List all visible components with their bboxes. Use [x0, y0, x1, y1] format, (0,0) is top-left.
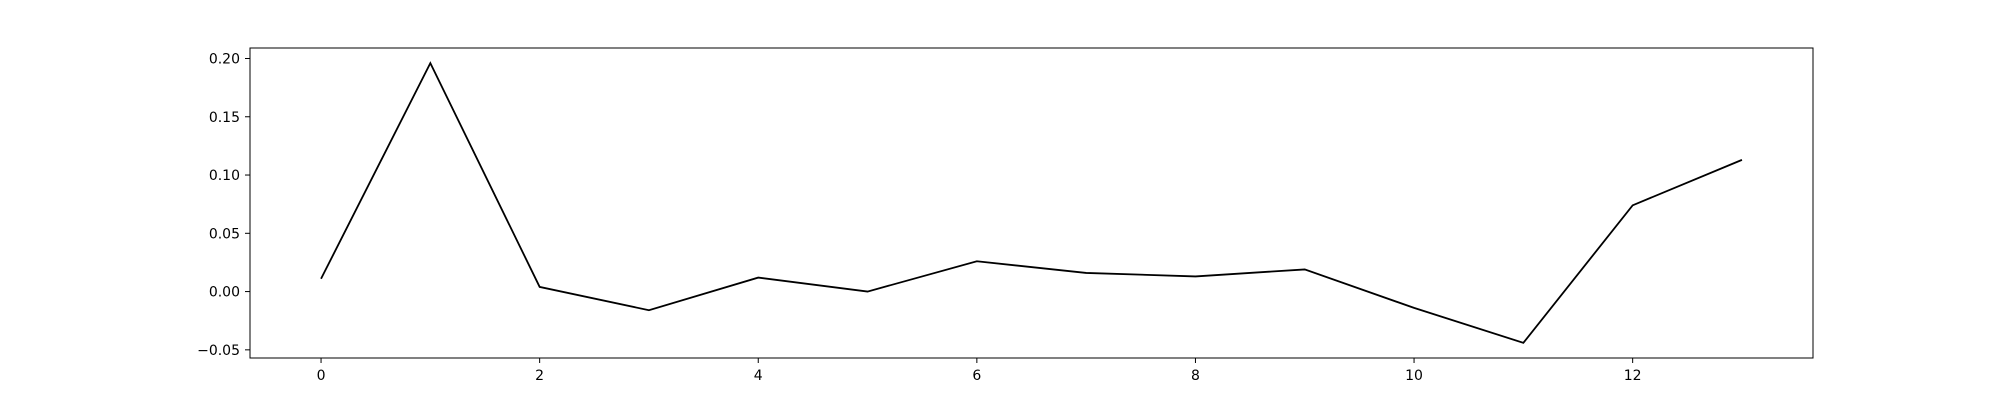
data-point: [1521, 341, 1525, 345]
x-tick-label: 6: [972, 368, 981, 384]
y-tick-label: 0.20: [209, 51, 240, 67]
data-point: [756, 276, 760, 280]
data-point: [1303, 267, 1307, 271]
data-point: [428, 61, 432, 65]
x-tick-label: 4: [754, 368, 763, 384]
y-tick-label: −0.05: [197, 343, 240, 359]
x-tick-label: 8: [1191, 368, 1200, 384]
data-point: [1193, 274, 1197, 278]
data-point: [1631, 203, 1635, 207]
x-tick-label: 0: [317, 368, 326, 384]
data-point: [975, 259, 979, 263]
y-tick-label: 0.00: [209, 285, 240, 301]
data-point: [538, 285, 542, 289]
data-point: [647, 308, 651, 312]
x-tick-label: 2: [535, 368, 544, 384]
y-tick-label: 0.05: [209, 226, 240, 242]
data-point: [1412, 306, 1416, 310]
x-tick-label: 10: [1405, 368, 1423, 384]
data-point: [319, 277, 323, 281]
series-line: [320, 61, 1743, 344]
plot-frame: [249, 47, 1814, 359]
series-layer: [319, 61, 1744, 345]
data-point: [1740, 158, 1744, 162]
data-point: [866, 290, 870, 294]
y-tick-label: 0.15: [209, 110, 240, 126]
data-point: [1084, 271, 1088, 275]
y-tick-label: 0.10: [209, 168, 240, 184]
axes-layer: [249, 47, 1814, 359]
x-tick-label: 12: [1624, 368, 1642, 384]
ticks-layer: 0 2 4 6 8 10 12 −0.05 0.00 0.05 0.10 0.15 0.20: [197, 51, 1641, 384]
